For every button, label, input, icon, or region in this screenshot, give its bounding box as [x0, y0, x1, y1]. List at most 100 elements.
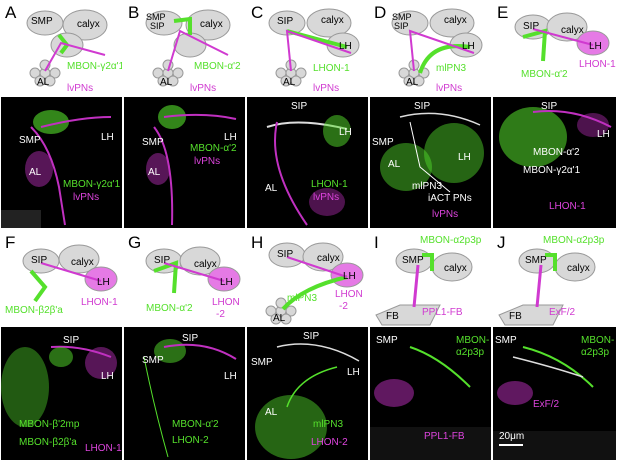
schematic-i-svg [375, 248, 473, 326]
label-lvpns: lvPNs [436, 83, 463, 94]
label-mbon: MBON-β2β'a [5, 305, 63, 316]
label-calyx: calyx [444, 15, 467, 26]
panel-letter: I [374, 233, 379, 252]
label-exf2: ExF/2 [549, 307, 576, 318]
label-lh: LH [339, 41, 352, 52]
micrograph-g: SIP SMP LH MBON-α'2 LHON-2 [124, 327, 245, 460]
schematic-g: G SIP calyx LH MBON-α'2 LHON -2 [124, 231, 245, 327]
micrograph-b: SMP LH AL MBON-α'2 lvPNs [124, 97, 245, 228]
label-sip: SIP [182, 333, 199, 344]
label-sip: SIP [291, 101, 308, 112]
label-lh: LH [589, 41, 602, 52]
label-smp: SMP [142, 137, 164, 148]
panel-e: E SIP calyx LH MBON-α'2 LHON-1 SIP LH MB… [493, 1, 616, 228]
label-smp: SMP [19, 135, 41, 146]
label-mbon: MBON-α2p3p [420, 235, 482, 246]
label-smp: SMP [31, 16, 53, 27]
label-mbon-sub: α2p3p [581, 347, 610, 358]
label-smp: SMP [376, 335, 398, 346]
label-sip: SIP [414, 101, 431, 112]
panel-letter: A [5, 3, 17, 22]
panel-a: A SMP calyx AL lvPNs MBON-γ2α'1 SMP LH A… [1, 1, 122, 228]
schematic-c: C SIP calyx LH AL LHON-1 lvPNs [247, 1, 368, 97]
label-lh: LH [347, 367, 360, 378]
micrograph-j-svg [493, 346, 616, 460]
label-mbon-b2mp: MBON-β'2mp [19, 419, 80, 430]
micrograph-g-svg [143, 339, 237, 458]
label-smp: SMP [525, 255, 547, 266]
micrograph-c-svg [266, 115, 351, 226]
label-al: AL [265, 183, 278, 194]
label-lvpns: lvPNs [313, 83, 340, 94]
label-lvpns: lvPNs [190, 83, 217, 94]
label-mbon: MBON-α'2 [190, 143, 237, 154]
panel-i: I MBON-α2p3p SMP calyx FB PPL1-FB SMP MB… [370, 231, 491, 460]
label-al: AL [406, 77, 419, 88]
micrograph-b-svg [146, 105, 237, 226]
label-mbon-sub: α2p3p [456, 347, 485, 358]
label-lh: LH [97, 277, 110, 288]
label-lh: LH [220, 277, 233, 288]
label-sip: SIP [277, 249, 294, 260]
label-smp: SMP [392, 12, 412, 22]
label-smp: SMP [251, 357, 273, 368]
panel-h: H SIP calyx LH AL mlPN3 LHON -2 SIP SMP … [247, 231, 368, 460]
label-mbon-b2b: MBON-β2β'a [19, 437, 77, 448]
label-lh: LH [224, 132, 237, 143]
schematic-c-svg [268, 8, 360, 87]
label-lhon: LHON-1 [313, 63, 350, 74]
label-smp: SMP [372, 137, 394, 148]
label-iact: iACT PNs [428, 193, 472, 204]
label-mbon: MBON-γ2α'1 [67, 61, 122, 72]
micrograph-c: SIP LH AL LHON-1 lvPNs [247, 97, 368, 228]
label-lvpns: lvPNs [194, 156, 221, 167]
panel-letter: B [128, 3, 140, 22]
micrograph-i: SMP MBON- α2p3p PPL1-FB [370, 327, 491, 460]
label-al: AL [273, 313, 286, 324]
label-lh: LH [462, 41, 475, 52]
panel-letter: J [497, 233, 506, 252]
label-mbon: MBON-α'2 [172, 419, 219, 430]
label-al: AL [29, 167, 42, 178]
panel-letter: F [5, 233, 16, 252]
schematic-j-svg [498, 248, 596, 326]
label-mbon-a2: MBON-α'2 [533, 147, 580, 158]
label-mbon: MBON-γ2α'1 [63, 179, 121, 190]
label-lhon-num: -2 [216, 309, 225, 320]
panel-letter: E [497, 3, 509, 22]
label-lh: LH [343, 271, 356, 282]
label-ppl1: PPL1-FB [424, 431, 465, 442]
micrograph-h: SIP SMP LH AL mlPN3 LHON-2 [247, 327, 368, 460]
label-sip: SIP [541, 101, 558, 112]
label-lhon: LHON-1 [85, 443, 122, 454]
label-calyx: calyx [71, 257, 94, 268]
label-sip: SIP [394, 21, 409, 31]
schematic-a: A SMP calyx AL lvPNs MBON-γ2α'1 [1, 1, 122, 97]
label-calyx: calyx [194, 259, 217, 270]
label-mbon: MBON- [456, 335, 490, 346]
label-lvpns: lvPNs [313, 192, 340, 203]
schematic-b-svg [145, 9, 231, 87]
label-lvpns: lvPNs [432, 209, 459, 220]
panel-g: G SIP calyx LH MBON-α'2 LHON -2 SIP SMP … [124, 231, 245, 460]
micrograph-a-svg [1, 110, 112, 228]
label-mlpn3: mlPN3 [436, 63, 467, 74]
label-calyx: calyx [567, 263, 590, 274]
schematic-g-svg [145, 246, 241, 294]
label-mlpn3: mlPN3 [412, 181, 443, 192]
label-calyx: calyx [77, 19, 100, 30]
schematic-h: H SIP calyx LH AL mlPN3 LHON -2 [247, 231, 368, 327]
panel-j: J MBON-α2p3p SMP calyx FB ExF/2 SMP MBON… [493, 231, 616, 460]
label-sip: SIP [523, 21, 540, 32]
label-mbon: MBON-α'2 [194, 61, 241, 72]
label-lhon: LHON-2 [172, 435, 209, 446]
label-al: AL [148, 167, 161, 178]
label-lhon: LHON [212, 297, 240, 308]
micrograph-d-svg [380, 112, 484, 193]
label-al: AL [160, 77, 173, 88]
schematic-f: F SIP calyx LH MBON-β2β'a LHON-1 [1, 231, 122, 327]
label-lhon: LHON [335, 289, 363, 300]
label-mbon: MBON-α2p3p [543, 235, 605, 246]
label-sip: SIP [277, 16, 294, 27]
label-mbon: MBON-α'2 [146, 303, 193, 314]
